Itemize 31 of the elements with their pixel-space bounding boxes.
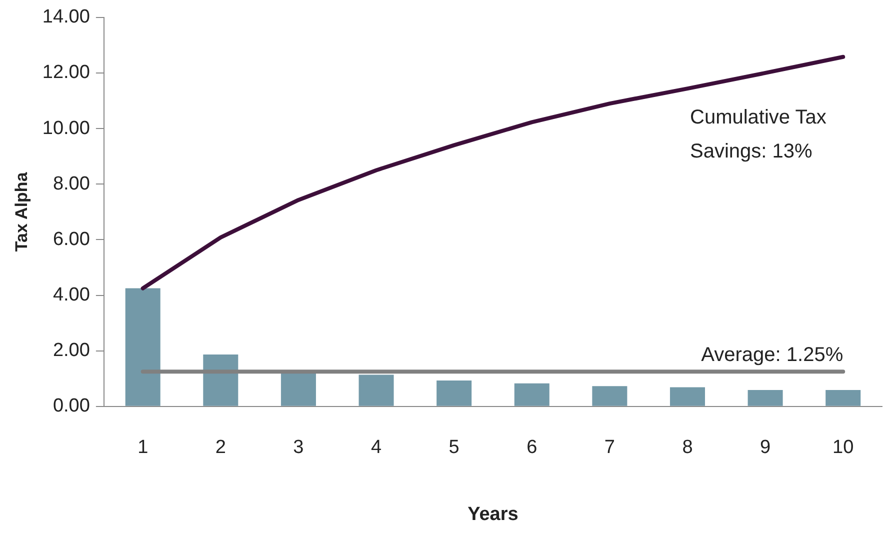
bar: [670, 387, 705, 406]
y-axis-title: Tax Alpha: [12, 172, 31, 252]
bar: [748, 390, 783, 406]
x-tick-label: 10: [832, 437, 854, 458]
x-tick-label: 3: [293, 437, 304, 458]
x-tick-label: 1: [138, 437, 148, 458]
y-tick-label: 4.00: [52, 284, 90, 306]
bar: [826, 390, 861, 406]
x-axis-title: Years: [468, 504, 518, 525]
x-tick-label: 2: [215, 437, 226, 458]
y-tick-label: 14.00: [42, 6, 90, 28]
bar: [436, 380, 472, 406]
y-tick-label: 2.00: [52, 340, 90, 362]
bar: [125, 288, 160, 406]
x-tick-label: 4: [370, 437, 382, 458]
x-tick-label: 6: [526, 437, 538, 458]
y-tick-label: 12.00: [42, 62, 90, 84]
bar: [358, 374, 394, 406]
annotation: Cumulative Tax Savings: 13%: [690, 106, 826, 163]
x-tick-label: 7: [604, 437, 615, 458]
ref-line-label: Average: 1.25%: [701, 344, 844, 366]
y-tick-label: 6.00: [52, 228, 90, 250]
y-tick-label: 8.00: [52, 173, 90, 194]
x-tick-label: 8: [682, 437, 693, 458]
x-tick-label: 5: [448, 437, 460, 458]
x-tick-label: 9: [760, 437, 771, 458]
bar: [203, 354, 238, 406]
y-tick-label: 10.00: [42, 118, 90, 139]
y-tick-label: 0.00: [52, 396, 90, 417]
bar: [592, 386, 628, 406]
bar: [514, 383, 550, 406]
